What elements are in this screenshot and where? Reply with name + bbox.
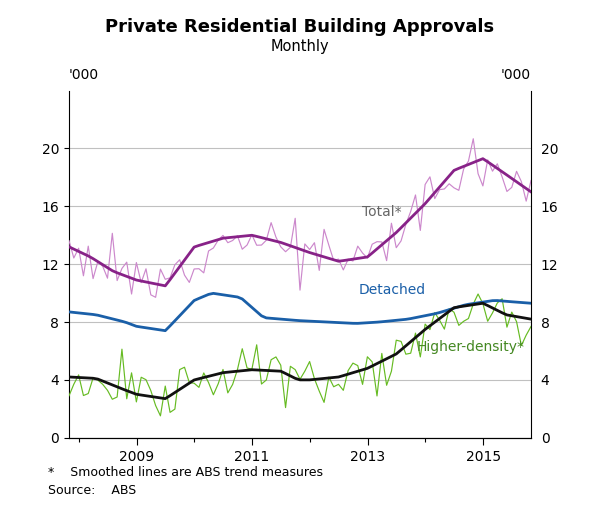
- Text: Total*: Total*: [362, 205, 401, 219]
- Text: *    Smoothed lines are ABS trend measures: * Smoothed lines are ABS trend measures: [48, 466, 323, 479]
- Text: Source:    ABS: Source: ABS: [48, 484, 136, 497]
- Text: '000: '000: [501, 68, 531, 82]
- Text: Higher-density*: Higher-density*: [416, 340, 524, 354]
- Text: Private Residential Building Approvals: Private Residential Building Approvals: [106, 18, 494, 36]
- Text: Detached: Detached: [359, 283, 426, 297]
- Text: Monthly: Monthly: [271, 39, 329, 54]
- Text: '000: '000: [69, 68, 99, 82]
